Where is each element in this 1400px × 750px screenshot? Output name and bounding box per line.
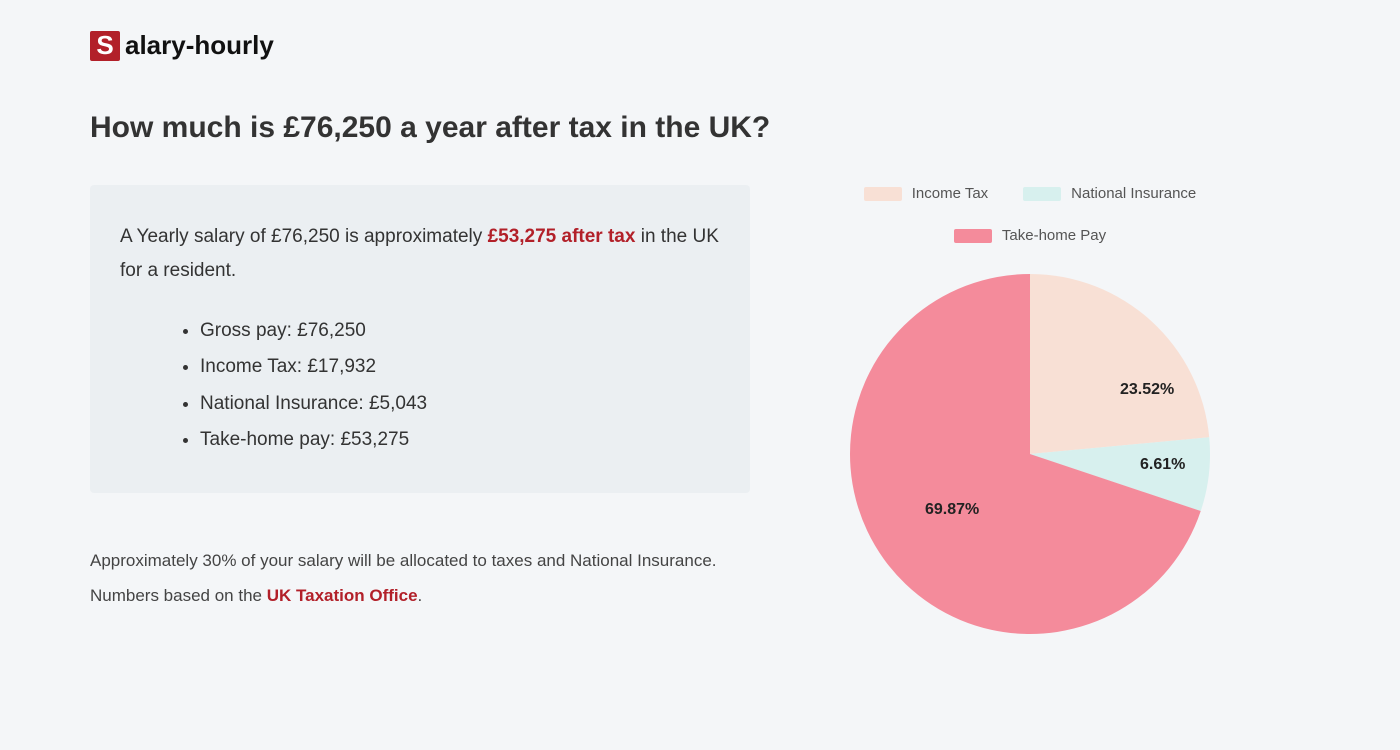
legend-item-ni: National Insurance xyxy=(1023,185,1196,202)
summary-highlight: £53,275 after tax xyxy=(488,226,636,247)
footer-line2-suffix: . xyxy=(418,586,423,605)
list-item: Take-home pay: £53,275 xyxy=(200,422,720,458)
legend-item-income-tax: Income Tax xyxy=(864,185,988,202)
footer-line1: Approximately 30% of your salary will be… xyxy=(90,551,717,570)
legend-item-take-home: Take-home Pay xyxy=(954,227,1106,244)
left-column: A Yearly salary of £76,250 is approximat… xyxy=(90,185,750,614)
summary-paragraph: A Yearly salary of £76,250 is approximat… xyxy=(120,220,720,288)
legend-swatch xyxy=(1023,187,1061,201)
legend-swatch xyxy=(954,229,992,243)
pie-chart-container: 23.52% 6.61% 69.87% xyxy=(810,254,1250,654)
breakdown-list: Gross pay: £76,250 Income Tax: £17,932 N… xyxy=(120,313,720,457)
uk-taxation-link[interactable]: UK Taxation Office xyxy=(267,586,418,605)
page-title: How much is £76,250 a year after tax in … xyxy=(90,111,1310,145)
list-item: Gross pay: £76,250 xyxy=(200,313,720,349)
footer-text: Approximately 30% of your salary will be… xyxy=(90,543,750,614)
chart-column: Income Tax National Insurance Take-home … xyxy=(810,185,1250,654)
pie-chart: 23.52% 6.61% 69.87% xyxy=(810,254,1250,654)
content-row: A Yearly salary of £76,250 is approximat… xyxy=(90,185,1310,654)
info-box: A Yearly salary of £76,250 is approximat… xyxy=(90,185,750,493)
legend-label: National Insurance xyxy=(1071,185,1196,202)
pie-slice-label: 23.52% xyxy=(1120,381,1174,398)
site-logo: S alary-hourly xyxy=(90,30,1310,61)
list-item: National Insurance: £5,043 xyxy=(200,386,720,422)
footer-line2-prefix: Numbers based on the xyxy=(90,586,267,605)
legend-label: Income Tax xyxy=(912,185,988,202)
pie-slice xyxy=(1030,274,1209,454)
logo-icon: S xyxy=(90,31,120,61)
pie-slice-label: 6.61% xyxy=(1140,456,1185,473)
chart-legend: Income Tax National Insurance Take-home … xyxy=(810,185,1250,244)
list-item: Income Tax: £17,932 xyxy=(200,349,720,385)
legend-label: Take-home Pay xyxy=(1002,227,1106,244)
pie-slice-label: 69.87% xyxy=(925,501,979,518)
legend-swatch xyxy=(864,187,902,201)
logo-text: alary-hourly xyxy=(125,30,274,61)
summary-prefix: A Yearly salary of £76,250 is approximat… xyxy=(120,226,488,247)
